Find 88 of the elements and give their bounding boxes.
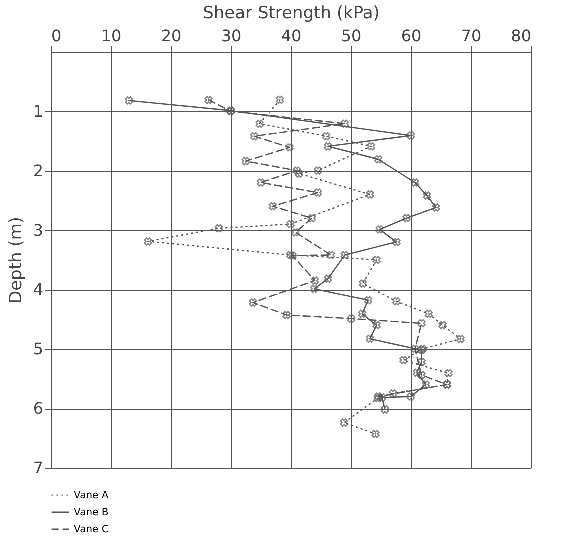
- point: [402, 214, 411, 223]
- legend-label: Vane B: [74, 508, 109, 518]
- point: [249, 298, 258, 307]
- point: [418, 371, 426, 380]
- point: [204, 96, 213, 104]
- point: [308, 214, 316, 223]
- point: [286, 251, 295, 260]
- point: [438, 321, 447, 330]
- y-axis-title: Depth (m): [6, 216, 26, 304]
- point: [392, 238, 401, 246]
- x-tick-label: 30: [221, 26, 242, 46]
- point: [144, 237, 152, 246]
- point: [256, 178, 266, 187]
- point: [372, 321, 381, 330]
- point: [422, 380, 430, 389]
- y-tick-label: 6: [33, 399, 44, 418]
- point: [340, 120, 350, 128]
- point: [324, 142, 332, 151]
- point: [242, 157, 250, 166]
- point: [292, 166, 302, 176]
- point: [411, 344, 420, 354]
- point: [250, 132, 259, 141]
- y-tick-label: 2: [33, 161, 44, 180]
- point: [418, 358, 426, 366]
- y-tick-label: 7: [33, 458, 44, 478]
- point: [406, 132, 416, 140]
- point: [310, 276, 320, 285]
- point: [400, 356, 408, 365]
- point: [411, 178, 420, 187]
- y-tick-label: 3: [33, 220, 44, 240]
- point: [214, 224, 224, 233]
- point: [268, 202, 278, 211]
- point: [418, 319, 426, 328]
- point: [456, 334, 465, 344]
- x-axis-title: Shear Strength (kPa): [203, 4, 380, 24]
- point: [372, 256, 381, 264]
- point: [367, 142, 376, 151]
- x-tick-label: 20: [161, 26, 182, 46]
- point: [314, 166, 322, 176]
- y-tick-label: 4: [33, 280, 44, 300]
- point: [327, 251, 336, 260]
- point: [340, 418, 349, 427]
- x-tick-label: 80: [511, 26, 532, 46]
- x-tick-label: 10: [101, 26, 122, 46]
- point: [364, 296, 373, 305]
- point: [406, 392, 416, 401]
- point: [376, 226, 384, 234]
- point: [256, 120, 264, 128]
- point: [292, 228, 300, 237]
- x-tick-label: 0: [52, 26, 62, 46]
- point: [358, 310, 367, 318]
- point: [314, 188, 322, 197]
- legend-label: Vane A: [74, 490, 109, 502]
- point: [288, 252, 297, 260]
- point: [347, 314, 356, 323]
- point: [286, 144, 294, 152]
- y-tick-label: 5: [33, 340, 44, 359]
- point: [124, 96, 134, 105]
- point: [322, 132, 331, 141]
- point: [424, 310, 434, 318]
- point: [366, 334, 374, 344]
- point: [295, 170, 304, 178]
- legend-label: Vane C: [74, 524, 109, 536]
- point: [374, 392, 383, 401]
- x-tick-label: 40: [281, 26, 302, 46]
- point: [276, 96, 284, 104]
- x-tick-label: 70: [461, 26, 482, 46]
- point: [381, 406, 390, 414]
- point: [444, 369, 453, 378]
- point: [412, 368, 422, 378]
- point: [378, 394, 386, 402]
- point: [392, 297, 401, 306]
- point: [432, 204, 440, 212]
- point: [310, 284, 319, 294]
- point: [358, 280, 368, 288]
- point: [374, 394, 382, 403]
- x-tick-label: 60: [401, 26, 422, 46]
- point: [388, 390, 398, 398]
- y-tick-label: 1: [33, 102, 44, 121]
- point: [366, 190, 374, 199]
- point: [286, 220, 296, 228]
- point: [324, 274, 332, 284]
- point: [371, 430, 380, 438]
- point: [423, 192, 432, 200]
- x-tick-label: 50: [341, 26, 362, 46]
- point: [282, 311, 291, 320]
- point: [340, 251, 350, 260]
- point: [374, 155, 383, 164]
